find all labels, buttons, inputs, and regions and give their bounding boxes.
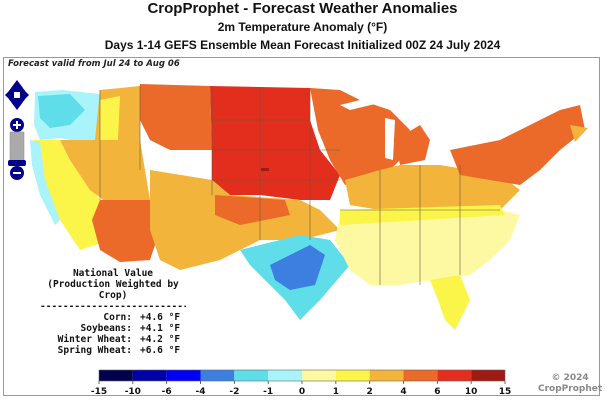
copyright-brand: CropProphet bbox=[538, 384, 603, 394]
pan-left-icon[interactable] bbox=[5, 89, 11, 101]
national-subtitle: (Production Weighted by Crop) bbox=[47, 279, 179, 301]
page-title: CropProphet - Forecast Weather Anomalies bbox=[147, 0, 458, 17]
zoom-slider[interactable] bbox=[9, 131, 25, 165]
region-pacific-northwest-blue bbox=[38, 94, 85, 128]
lake-michigan bbox=[385, 118, 395, 160]
region-michigan bbox=[395, 125, 430, 165]
region-northeast bbox=[450, 105, 585, 185]
national-divider: -------------------------- bbox=[40, 301, 186, 312]
region-california bbox=[34, 140, 110, 250]
national-title: National Value bbox=[72, 268, 154, 279]
zoom-slider-handle[interactable] bbox=[8, 160, 26, 166]
pan-center bbox=[14, 92, 20, 98]
national-row: Winter Wheat: +4.2 °F bbox=[57, 334, 181, 345]
map-nav-control[interactable] bbox=[3, 78, 31, 190]
region-texas-gulf-blue bbox=[270, 245, 325, 290]
region-maine-yellow bbox=[570, 125, 588, 142]
pan-right-icon[interactable] bbox=[23, 89, 29, 101]
map-frame bbox=[3, 57, 600, 396]
region-oklahoma-orange bbox=[215, 195, 290, 225]
region-montana bbox=[140, 84, 212, 150]
national-row: Corn: +4.6 °F bbox=[103, 312, 181, 323]
national-value-box: National Value (Production Weighted by C… bbox=[40, 268, 194, 356]
variable-subtitle: 2m Temperature Anomaly (°F) bbox=[217, 20, 388, 34]
plus-icon bbox=[13, 121, 21, 129]
region-southwest bbox=[92, 200, 160, 262]
region-great-basin bbox=[60, 140, 150, 205]
pan-down-icon[interactable] bbox=[11, 102, 23, 110]
region-upper-midwest bbox=[310, 88, 410, 185]
region-southeast bbox=[335, 210, 520, 285]
pan-up-icon[interactable] bbox=[11, 80, 23, 88]
national-row: Spring Wheat: +6.6 °F bbox=[57, 345, 181, 356]
forecast-valid-label: Forecast valid from Jul 24 to Aug 06 bbox=[8, 59, 180, 69]
region-idaho-yellow bbox=[100, 96, 120, 142]
national-row: Soybeans: +4.1 °F bbox=[80, 323, 181, 334]
copyright-year: © 2024 bbox=[551, 373, 589, 383]
copyright: © 2024 CropProphet bbox=[538, 373, 602, 395]
forecast-subtitle: Days 1-14 GEFS Ensemble Mean Forecast In… bbox=[104, 38, 501, 52]
region-florida bbox=[430, 275, 470, 330]
region-sd-hotspot bbox=[261, 168, 269, 171]
region-northern-plains bbox=[210, 86, 340, 200]
state-borders bbox=[99, 86, 500, 285]
region-california-coast bbox=[30, 140, 60, 225]
lake-superior bbox=[340, 95, 380, 110]
